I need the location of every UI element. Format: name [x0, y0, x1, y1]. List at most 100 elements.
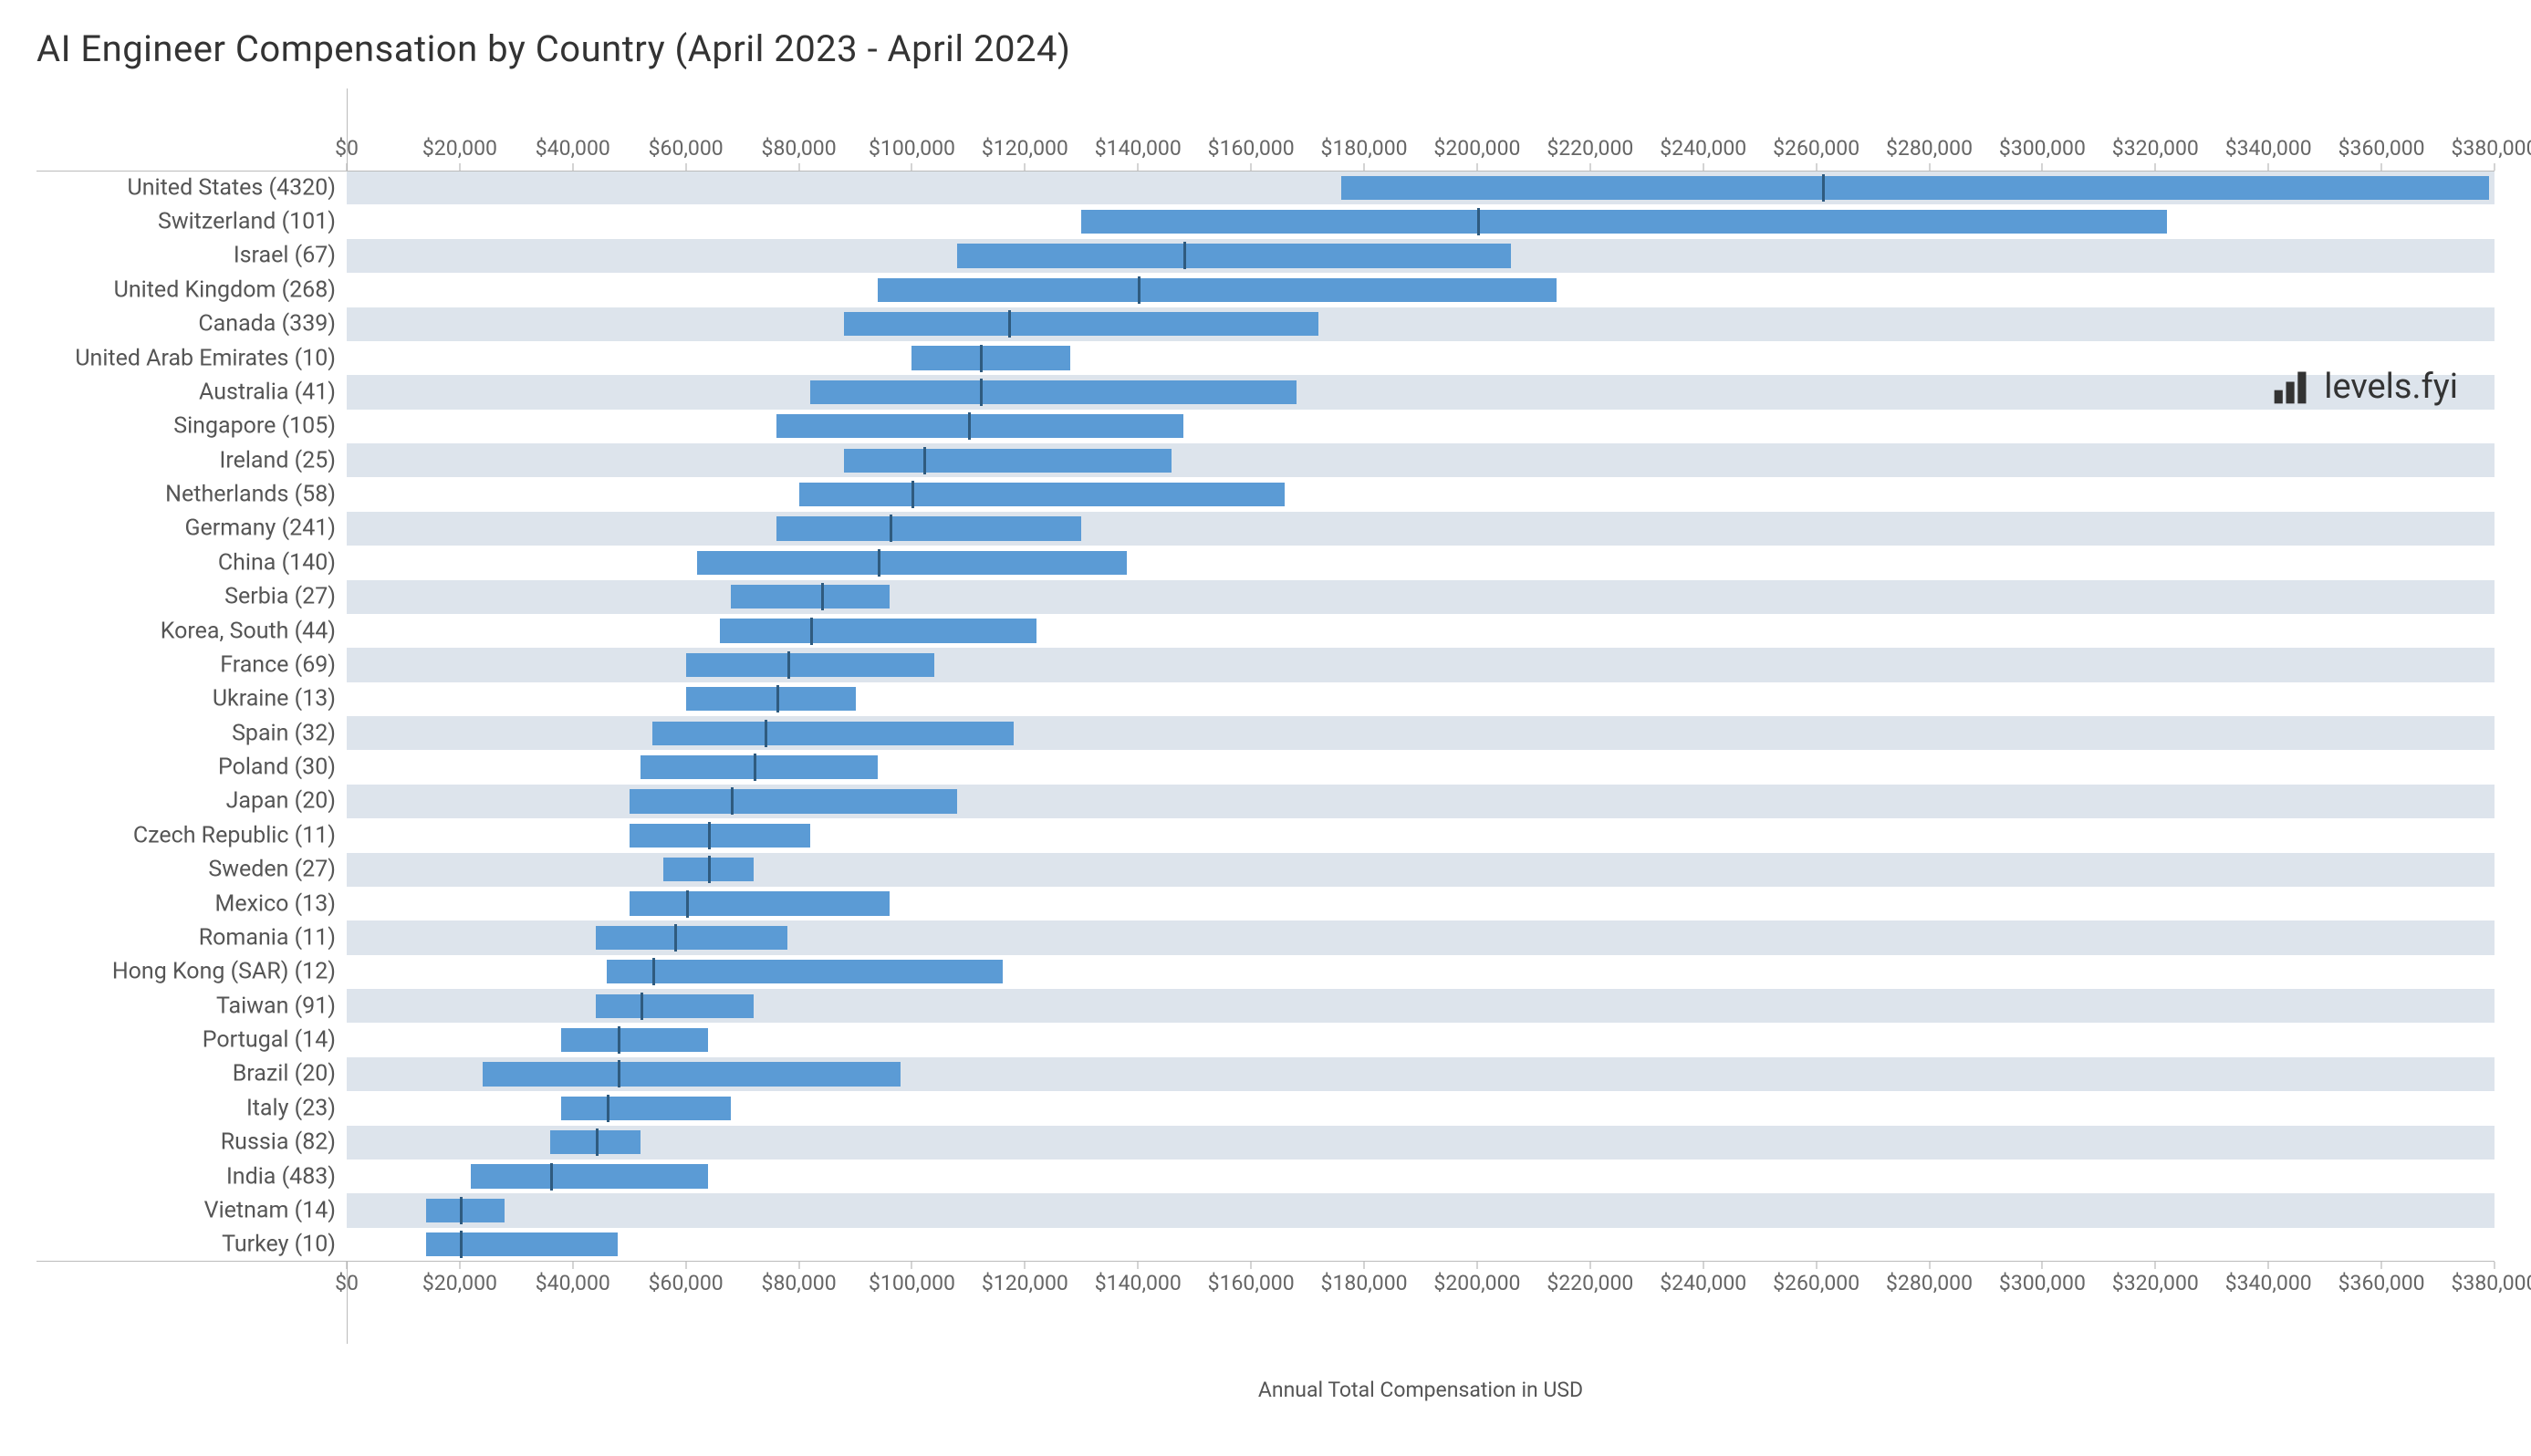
- country-label: Vietnam (14): [204, 1197, 336, 1223]
- country-label: Switzerland (101): [158, 209, 336, 235]
- plot-area: $0$20,000$40,000$60,000$80,000$100,000$1…: [347, 88, 2495, 1344]
- axis-border: [36, 1261, 2495, 1262]
- row-stripe: [347, 443, 2495, 477]
- median-mark: [708, 822, 711, 849]
- row-stripe: [347, 512, 2495, 546]
- range-bar: [596, 994, 754, 1018]
- country-label: China (140): [218, 549, 336, 576]
- x-tick-mark: [2268, 163, 2269, 171]
- range-bar: [911, 346, 1069, 369]
- row-stripe: [347, 614, 2495, 648]
- row-stripe: [347, 410, 2495, 443]
- median-mark: [1183, 242, 1186, 269]
- x-tick-label: $100,000: [869, 1271, 955, 1295]
- x-tick-mark: [2155, 163, 2156, 171]
- x-tick-mark: [1138, 1262, 1139, 1269]
- x-tick-mark: [459, 1262, 460, 1269]
- country-label: Spain (32): [232, 720, 336, 746]
- x-tick-mark: [1364, 1262, 1365, 1269]
- row-stripe: [347, 716, 2495, 750]
- x-tick-mark: [1929, 1262, 1930, 1269]
- row-stripe: [347, 1091, 2495, 1125]
- median-mark: [776, 685, 779, 712]
- x-tick-label: $140,000: [1095, 136, 1182, 161]
- x-tick-mark: [1251, 1262, 1252, 1269]
- range-bar: [810, 380, 1297, 404]
- country-label: Russia (82): [221, 1129, 336, 1156]
- x-tick-label: $120,000: [982, 1271, 1068, 1295]
- median-mark: [1008, 310, 1011, 338]
- median-mark: [765, 720, 767, 747]
- x-tick-label: $320,000: [2112, 1271, 2199, 1295]
- x-tick-mark: [2042, 1262, 2043, 1269]
- x-tick-label: $180,000: [1321, 136, 1408, 161]
- country-label: Sweden (27): [208, 857, 336, 883]
- country-label: Australia (41): [199, 379, 336, 405]
- x-tick-mark: [798, 163, 799, 171]
- x-tick-mark: [347, 1262, 348, 1269]
- rows-container: [347, 171, 2495, 1262]
- row-stripe: [347, 1228, 2495, 1262]
- country-label: Italy (23): [246, 1095, 336, 1121]
- median-mark: [618, 1060, 620, 1087]
- x-tick-label: $60,000: [649, 1271, 724, 1295]
- row-stripe: [347, 1057, 2495, 1091]
- range-bar: [686, 687, 856, 711]
- country-label: Turkey (10): [222, 1232, 336, 1258]
- country-label: Ukraine (13): [213, 686, 336, 712]
- x-tick-label: $200,000: [1433, 136, 1520, 161]
- x-tick-mark: [911, 1262, 912, 1269]
- x-tick-label: $200,000: [1433, 1271, 1520, 1295]
- x-tick-mark: [685, 1262, 686, 1269]
- row-stripe: [347, 887, 2495, 920]
- x-tick-label: $340,000: [2225, 1271, 2312, 1295]
- country-label: United States (4320): [128, 174, 336, 201]
- country-label: Romania (11): [199, 924, 336, 951]
- median-mark: [821, 583, 824, 610]
- median-mark: [810, 618, 813, 645]
- x-tick-mark: [1816, 163, 1817, 171]
- row-stripe: [347, 204, 2495, 238]
- row-stripe: [347, 1126, 2495, 1160]
- range-bar: [844, 312, 1318, 336]
- x-tick-mark: [685, 163, 686, 171]
- median-mark: [596, 1128, 599, 1156]
- range-bar: [776, 516, 1082, 540]
- axis-border: [36, 171, 2495, 172]
- x-tick-mark: [1589, 1262, 1590, 1269]
- country-label: Ireland (25): [220, 447, 336, 473]
- row-stripe: [347, 1160, 2495, 1193]
- x-tick-mark: [459, 163, 460, 171]
- row-stripe: [347, 341, 2495, 375]
- x-tick-label: $280,000: [1886, 1271, 1973, 1295]
- x-tick-mark: [347, 163, 348, 171]
- country-label: Czech Republic (11): [133, 822, 336, 848]
- x-tick-label: $40,000: [536, 1271, 610, 1295]
- country-label: Germany (241): [184, 515, 336, 542]
- x-tick-label: $120,000: [982, 136, 1068, 161]
- median-mark: [878, 549, 880, 577]
- x-tick-mark: [2155, 1262, 2156, 1269]
- x-tick-mark: [1476, 1262, 1477, 1269]
- median-mark: [787, 651, 790, 679]
- x-tick-label: $20,000: [422, 136, 497, 161]
- x-tick-mark: [798, 1262, 799, 1269]
- x-tick-label: $40,000: [536, 136, 610, 161]
- row-stripe: [347, 1023, 2495, 1056]
- median-mark: [641, 993, 643, 1020]
- x-tick-label: $20,000: [422, 1271, 497, 1295]
- x-tick-mark: [1025, 1262, 1026, 1269]
- row-stripe: [347, 818, 2495, 852]
- range-bar: [630, 891, 890, 915]
- x-tick-label: $100,000: [869, 136, 955, 161]
- x-tick-label: $60,000: [649, 136, 724, 161]
- row-stripe: [347, 955, 2495, 989]
- country-label: Korea, South (44): [161, 618, 336, 644]
- chart-area: United States (4320)Switzerland (101)Isr…: [36, 88, 2495, 1408]
- brand-watermark: levels.fyi: [2271, 367, 2458, 407]
- range-bar: [561, 1097, 731, 1120]
- range-bar: [652, 722, 1014, 745]
- x-tick-label: $380,000: [2451, 136, 2531, 161]
- median-mark: [731, 787, 734, 815]
- x-tick-label: $0: [335, 1271, 359, 1295]
